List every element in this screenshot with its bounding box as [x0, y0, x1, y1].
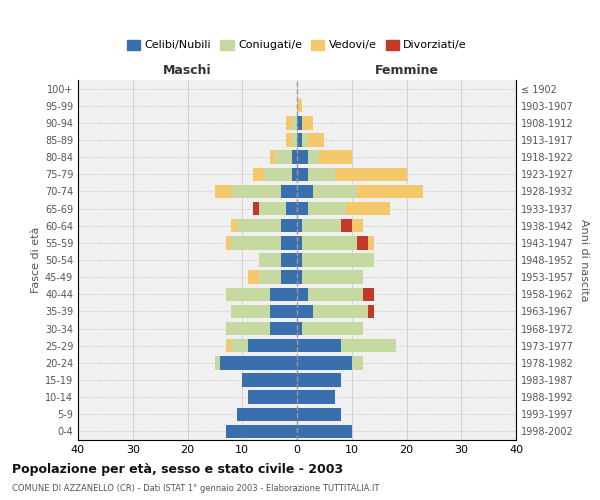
Bar	[248, 339, 297, 352]
Bar	[308, 168, 335, 181]
Bar	[259, 202, 286, 215]
Bar	[226, 339, 232, 352]
Bar	[341, 219, 352, 232]
Bar	[297, 288, 308, 301]
Bar	[368, 236, 374, 250]
Bar	[281, 219, 297, 232]
Bar	[269, 304, 297, 318]
Bar	[292, 116, 297, 130]
Bar	[281, 270, 297, 284]
Bar	[297, 356, 352, 370]
Bar	[297, 236, 302, 250]
Bar	[313, 184, 357, 198]
Bar	[297, 134, 302, 146]
Bar	[297, 202, 308, 215]
Bar	[281, 254, 297, 266]
Y-axis label: Anni di nascita: Anni di nascita	[579, 219, 589, 301]
Bar	[242, 374, 297, 386]
Bar	[226, 288, 269, 301]
Bar	[253, 202, 259, 215]
Bar	[357, 184, 423, 198]
Bar	[297, 424, 352, 438]
Bar	[297, 150, 308, 164]
Bar	[319, 150, 352, 164]
Bar	[232, 304, 269, 318]
Bar	[226, 322, 269, 336]
Bar	[297, 304, 313, 318]
Bar	[297, 374, 341, 386]
Bar	[248, 390, 297, 404]
Bar	[286, 116, 292, 130]
Bar	[313, 304, 368, 318]
Bar	[259, 254, 281, 266]
Bar	[253, 168, 264, 181]
Bar	[302, 322, 363, 336]
Bar	[297, 254, 302, 266]
Bar	[232, 236, 281, 250]
Bar	[269, 150, 275, 164]
Bar	[297, 339, 341, 352]
Bar	[297, 408, 341, 421]
Bar	[220, 356, 297, 370]
Bar	[302, 134, 308, 146]
Bar	[302, 236, 357, 250]
Bar	[297, 219, 302, 232]
Bar	[297, 184, 313, 198]
Bar	[302, 116, 313, 130]
Legend: Celibi/Nubili, Coniugati/e, Vedovi/e, Divorziati/e: Celibi/Nubili, Coniugati/e, Vedovi/e, Di…	[122, 35, 472, 55]
Bar	[237, 408, 297, 421]
Bar	[292, 168, 297, 181]
Bar	[248, 270, 259, 284]
Bar	[281, 236, 297, 250]
Bar	[232, 339, 248, 352]
Bar	[352, 356, 362, 370]
Bar	[362, 288, 374, 301]
Bar	[292, 150, 297, 164]
Bar	[308, 150, 319, 164]
Bar	[357, 236, 368, 250]
Y-axis label: Fasce di età: Fasce di età	[31, 227, 41, 293]
Bar	[346, 202, 390, 215]
Bar	[215, 184, 232, 198]
Text: COMUNE DI AZZANELLO (CR) - Dati ISTAT 1° gennaio 2003 - Elaborazione TUTTITALIA.: COMUNE DI AZZANELLO (CR) - Dati ISTAT 1°…	[12, 484, 379, 493]
Bar	[308, 134, 325, 146]
Bar	[259, 270, 281, 284]
Bar	[269, 288, 297, 301]
Bar	[308, 288, 362, 301]
Bar	[341, 339, 395, 352]
Bar	[286, 202, 297, 215]
Bar	[297, 116, 302, 130]
Bar	[302, 219, 341, 232]
Bar	[269, 322, 297, 336]
Bar	[275, 150, 292, 164]
Bar	[297, 390, 335, 404]
Bar	[237, 219, 281, 232]
Bar	[368, 304, 374, 318]
Bar	[352, 219, 362, 232]
Bar	[226, 236, 232, 250]
Text: Maschi: Maschi	[163, 64, 212, 76]
Bar	[297, 322, 302, 336]
Bar	[302, 254, 374, 266]
Bar	[297, 168, 308, 181]
Bar	[264, 168, 292, 181]
Bar	[302, 270, 363, 284]
Bar	[297, 99, 302, 112]
Bar	[335, 168, 407, 181]
Bar	[308, 202, 346, 215]
Bar	[286, 134, 292, 146]
Bar	[281, 184, 297, 198]
Bar	[226, 424, 297, 438]
Text: Popolazione per età, sesso e stato civile - 2003: Popolazione per età, sesso e stato civil…	[12, 462, 343, 475]
Bar	[292, 134, 297, 146]
Text: Femmine: Femmine	[374, 64, 439, 76]
Bar	[232, 184, 281, 198]
Bar	[215, 356, 220, 370]
Bar	[297, 270, 302, 284]
Bar	[232, 219, 237, 232]
